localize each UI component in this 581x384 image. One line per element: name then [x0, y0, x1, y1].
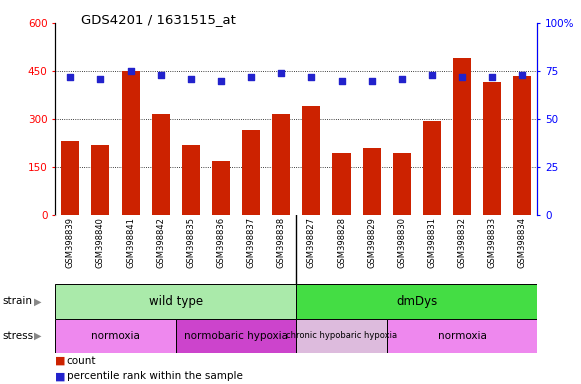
Point [156, 72, 166, 78]
Point [427, 72, 436, 78]
Text: ▶: ▶ [34, 296, 41, 306]
Text: ▶: ▶ [34, 331, 41, 341]
Bar [55, 284, 296, 319]
Point [397, 76, 407, 82]
Bar [212, 161, 230, 215]
Bar [182, 145, 200, 215]
Bar [55, 319, 176, 353]
Point [307, 74, 316, 80]
Text: GSM398834: GSM398834 [518, 217, 527, 268]
Text: percentile rank within the sample: percentile rank within the sample [67, 371, 243, 381]
Bar [296, 284, 537, 319]
Point [96, 76, 105, 82]
Text: GSM398835: GSM398835 [187, 217, 195, 268]
Point [246, 74, 256, 80]
Text: GDS4201 / 1631515_at: GDS4201 / 1631515_at [81, 13, 236, 26]
Point [66, 74, 75, 80]
Text: GSM398841: GSM398841 [126, 217, 135, 268]
Text: GSM398829: GSM398829 [367, 217, 376, 268]
Bar [296, 319, 387, 353]
Text: normobaric hypoxia: normobaric hypoxia [184, 331, 288, 341]
Bar [514, 76, 532, 215]
Text: GSM398831: GSM398831 [428, 217, 436, 268]
Text: GSM398837: GSM398837 [246, 217, 256, 268]
Text: dmDys: dmDys [396, 295, 437, 308]
Bar [393, 152, 411, 215]
Text: GSM398840: GSM398840 [96, 217, 105, 268]
Point [126, 68, 135, 74]
Text: ■: ■ [55, 371, 66, 381]
Text: strain: strain [3, 296, 33, 306]
Point [337, 78, 346, 84]
Bar [91, 145, 109, 215]
Text: GSM398830: GSM398830 [397, 217, 406, 268]
Text: GSM398828: GSM398828 [337, 217, 346, 268]
Bar [423, 121, 441, 215]
Text: wild type: wild type [149, 295, 203, 308]
Text: stress: stress [3, 331, 34, 341]
Text: GSM398839: GSM398839 [66, 217, 75, 268]
Text: GSM398842: GSM398842 [156, 217, 165, 268]
Bar [302, 106, 321, 215]
Bar [176, 319, 296, 353]
Bar [332, 152, 350, 215]
Text: normoxia: normoxia [91, 331, 140, 341]
Text: GSM398838: GSM398838 [277, 217, 286, 268]
Bar [121, 71, 139, 215]
Bar [387, 319, 537, 353]
Point [186, 76, 195, 82]
Text: GSM398836: GSM398836 [217, 217, 225, 268]
Bar [242, 130, 260, 215]
Point [216, 78, 225, 84]
Point [457, 74, 467, 80]
Bar [483, 82, 501, 215]
Text: count: count [67, 356, 96, 366]
Bar [272, 114, 290, 215]
Text: GSM398827: GSM398827 [307, 217, 316, 268]
Text: GSM398833: GSM398833 [487, 217, 497, 268]
Text: ■: ■ [55, 356, 66, 366]
Point [518, 72, 527, 78]
Point [277, 70, 286, 76]
Bar [453, 58, 471, 215]
Text: normoxia: normoxia [437, 331, 486, 341]
Bar [363, 148, 381, 215]
Bar [152, 114, 170, 215]
Text: GSM398832: GSM398832 [458, 217, 467, 268]
Point [487, 74, 497, 80]
Point [367, 78, 376, 84]
Bar [61, 141, 80, 215]
Text: chronic hypobaric hypoxia: chronic hypobaric hypoxia [286, 331, 397, 341]
